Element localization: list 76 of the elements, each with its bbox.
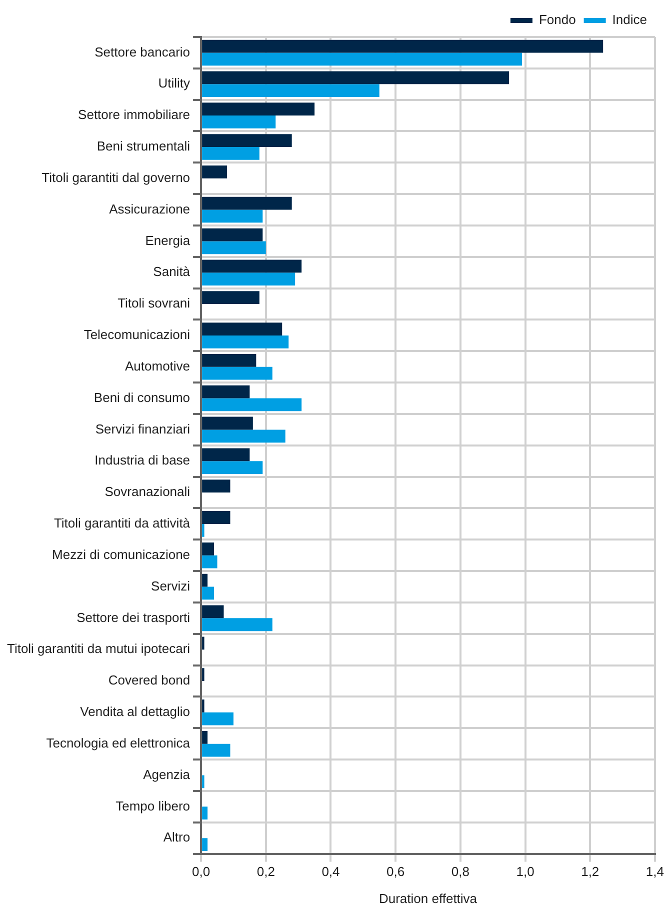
bar: [202, 398, 302, 412]
y-tick-label: Covered bond: [108, 672, 190, 688]
y-tick-label: Altro: [163, 830, 190, 845]
bar: [202, 605, 224, 618]
bar: [202, 461, 263, 474]
y-tick-label: Tecnologia ed elettronica: [46, 735, 191, 750]
x-tick-label: 1,2: [581, 864, 600, 880]
bar: [202, 335, 289, 348]
bar: [202, 416, 253, 430]
bar: [202, 241, 266, 254]
y-tick-label: Vendita al dettaglio: [80, 704, 190, 720]
bar: [202, 744, 230, 757]
bar: [202, 134, 292, 147]
bar: [202, 210, 263, 223]
x-tick-label: 0,8: [451, 864, 470, 880]
y-tick-label: Titoli garantiti da attività: [54, 516, 191, 531]
y-tick-label: Agenzia: [143, 766, 191, 782]
bar: [202, 196, 292, 210]
x-tick-label: 0,2: [256, 864, 275, 880]
bar: [202, 260, 302, 273]
bar: [202, 102, 315, 116]
bar: [202, 116, 276, 128]
bar: [202, 40, 604, 53]
y-tick-label: Telecomunicazioni: [84, 327, 190, 342]
y-tick-label: Settore dei trasporti: [76, 610, 190, 625]
y-tick-label: Titoli garantiti dal governo: [42, 170, 190, 185]
bar: [202, 586, 214, 600]
x-axis-title: Duration effettiva: [378, 890, 478, 906]
bar: [202, 480, 230, 493]
bar: [202, 555, 218, 568]
y-tick-label: Industria di base: [94, 452, 190, 468]
y-tick-label: Servizi: [151, 578, 190, 594]
bar: [202, 228, 263, 242]
bar: [202, 354, 256, 367]
y-tick-label: Titoli garantiti da mutui ipotecari: [6, 641, 190, 656]
legend-label: Fondo: [538, 12, 576, 28]
x-tick-label: 0,0: [192, 864, 210, 880]
legend-label: Indice: [612, 12, 648, 28]
bar: [202, 712, 234, 726]
bar: [202, 52, 522, 66]
bar: [202, 618, 272, 632]
bar: [202, 71, 510, 84]
x-tick-label: 1,4: [646, 864, 664, 880]
x-tick-label: 1,0: [516, 864, 534, 880]
bar: [202, 385, 250, 398]
y-tick-label: Settore bancario: [94, 44, 190, 60]
y-tick-label: Titoli sovrani: [118, 296, 190, 311]
x-tick-label: 0,4: [322, 864, 340, 880]
bar: [202, 448, 250, 462]
y-tick-label: Assicurazione: [109, 201, 190, 216]
y-tick-label: Sovranazionali: [104, 484, 190, 500]
y-tick-label: Sanità: [153, 264, 191, 280]
bar: [202, 291, 260, 304]
y-tick-label: Mezzi di comunicazione: [52, 546, 190, 562]
y-tick-label: Automotive: [125, 358, 190, 374]
y-tick-label: Servizi finanziari: [95, 421, 190, 436]
y-tick-label: Energia: [145, 232, 191, 248]
bar: [202, 511, 230, 524]
bar: [202, 165, 227, 178]
bar: [202, 84, 380, 98]
bar: [202, 730, 208, 744]
y-tick-label: Beni di consumo: [94, 390, 190, 405]
bar: [202, 430, 286, 443]
y-tick-label: Utility: [158, 76, 191, 91]
x-tick-label: 0,6: [386, 864, 405, 880]
bar: [202, 146, 260, 160]
y-tick-label: Tempo libero: [116, 798, 190, 814]
y-tick-label: Settore immobiliare: [78, 107, 190, 122]
bar: [202, 574, 208, 587]
bar: [202, 322, 282, 336]
y-tick-label: Beni strumentali: [96, 138, 190, 154]
bar: [202, 806, 208, 820]
bar: [202, 366, 272, 380]
bar: [202, 838, 208, 851]
bar: [202, 542, 214, 556]
bar: [202, 272, 296, 286]
